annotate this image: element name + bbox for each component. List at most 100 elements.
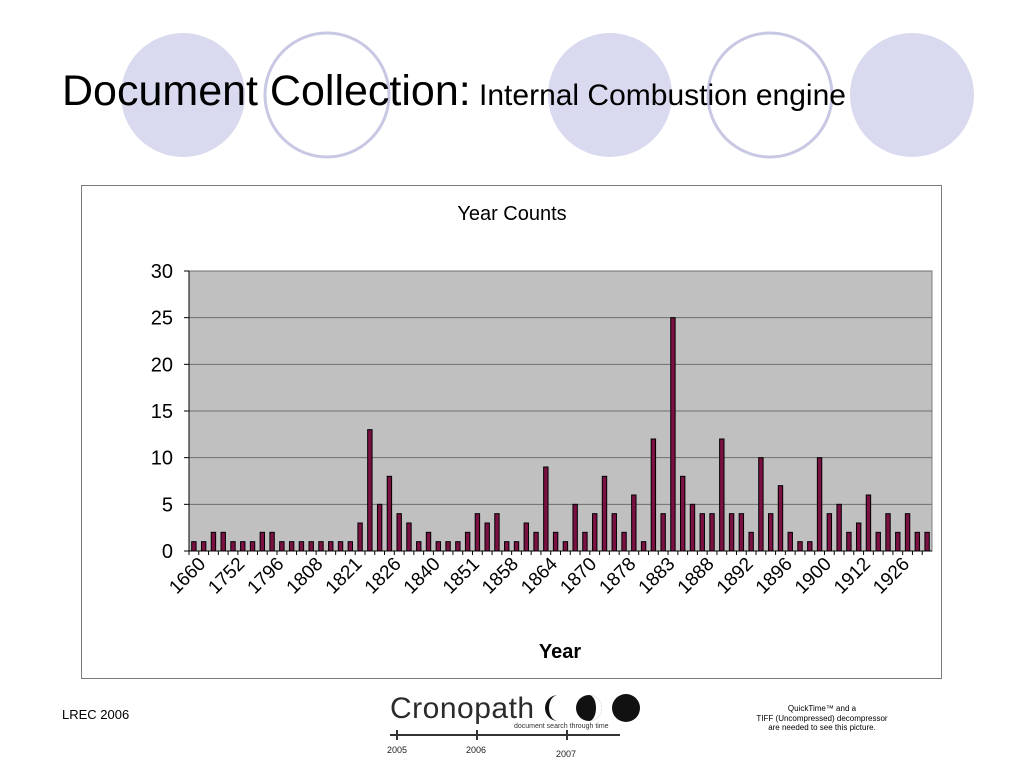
bar (670, 317, 676, 552)
bar (533, 531, 539, 552)
x-tick-label: 1892 (713, 554, 758, 599)
timeline-tick (396, 730, 398, 740)
bar (728, 513, 735, 552)
bar (914, 531, 921, 552)
x-tick-label: 1851 (439, 554, 484, 599)
bar (865, 494, 872, 552)
timeline-tick (476, 730, 478, 740)
bar (484, 522, 490, 552)
footer-conference: LREC 2006 (62, 707, 130, 722)
x-tick-label: 1926 (869, 554, 914, 599)
x-axis-label: Year (539, 641, 581, 663)
decorative-circle-filled (121, 33, 245, 157)
bar (787, 531, 793, 552)
bar (435, 541, 442, 552)
bar (748, 531, 754, 552)
bar (347, 541, 354, 552)
timeline-tick (566, 730, 568, 740)
bar (210, 531, 217, 552)
bar (269, 531, 275, 552)
bar (523, 522, 529, 552)
logo-tagline: document search through time (514, 723, 609, 730)
bar (855, 522, 862, 552)
bar (191, 541, 197, 552)
x-tick-label: 1900 (791, 554, 836, 599)
y-tick-label: 25 (151, 308, 173, 330)
x-tick-label: 1858 (478, 554, 523, 599)
timeline-line (390, 734, 620, 736)
bar (240, 541, 246, 552)
x-tick-label: 1878 (596, 554, 641, 599)
bar (660, 513, 666, 552)
bar (376, 503, 383, 552)
bar (464, 531, 471, 552)
bar (826, 513, 833, 552)
qt-note-line: TIFF (Uncompressed) decompressor (756, 713, 888, 723)
bar (836, 503, 842, 552)
x-tick-label: 1826 (361, 554, 406, 599)
timeline-year: 2006 (466, 745, 487, 755)
qt-note-line: are needed to see this picture. (768, 723, 876, 733)
bar (572, 503, 578, 552)
decorative-circle-outline (706, 31, 834, 159)
bar (709, 513, 715, 552)
bar (513, 541, 520, 552)
bar (337, 541, 344, 552)
bar (924, 531, 930, 552)
y-tick-label: 0 (162, 541, 173, 563)
x-tick-label: 1752 (204, 554, 249, 599)
bar (601, 475, 608, 552)
x-tick-label: 1796 (244, 554, 289, 599)
bar (767, 513, 774, 552)
bar (406, 522, 412, 552)
decorative-circle-filled (548, 33, 672, 157)
bar (777, 485, 784, 552)
x-tick-label: 1864 (517, 553, 562, 598)
bar (367, 429, 373, 552)
qt-note-line: QuickTime™ and a (787, 704, 857, 713)
x-tick-label: 1896 (752, 554, 797, 599)
bar (396, 513, 402, 552)
bar (846, 531, 852, 552)
bar (807, 541, 813, 552)
bar (758, 457, 764, 552)
slide-title: Document Collection: Internal Combustion… (62, 70, 846, 113)
bar (455, 541, 461, 552)
bar (474, 513, 481, 552)
x-tick-label: 1912 (830, 554, 875, 599)
bar (640, 541, 647, 552)
bar (797, 541, 803, 552)
bar (445, 541, 451, 552)
bar (552, 531, 559, 552)
bar (582, 531, 588, 552)
bar (680, 475, 686, 552)
bar (592, 513, 598, 552)
bar (416, 541, 422, 552)
bar (904, 513, 911, 552)
year-counts-chart: Year Counts05101520253016601752179618081… (151, 203, 933, 663)
y-tick-label: 30 (151, 261, 173, 283)
bar (357, 522, 363, 552)
chart-title: Year Counts (457, 203, 566, 225)
slide-title-sub: Internal Combustion engine (470, 79, 846, 112)
bar (650, 438, 657, 552)
bar (494, 513, 500, 552)
bar (699, 513, 705, 552)
bar (308, 541, 314, 552)
x-tick-label: 1840 (400, 554, 445, 599)
timeline-year: 2005 (387, 745, 408, 755)
bar (621, 531, 627, 552)
x-tick-label: 1870 (556, 554, 601, 599)
slide-title-main: Document Collection (62, 67, 459, 115)
y-tick-label: 5 (162, 494, 173, 516)
y-tick-label: 20 (151, 354, 173, 376)
bar (298, 541, 305, 552)
bar (279, 541, 285, 552)
bar (562, 541, 569, 552)
decorative-circle-outline (263, 31, 391, 159)
y-tick-label: 15 (151, 401, 173, 423)
bar (875, 531, 881, 552)
moon-phases-icon (545, 694, 640, 722)
x-tick-label: 1883 (635, 554, 680, 599)
bar (504, 541, 510, 552)
